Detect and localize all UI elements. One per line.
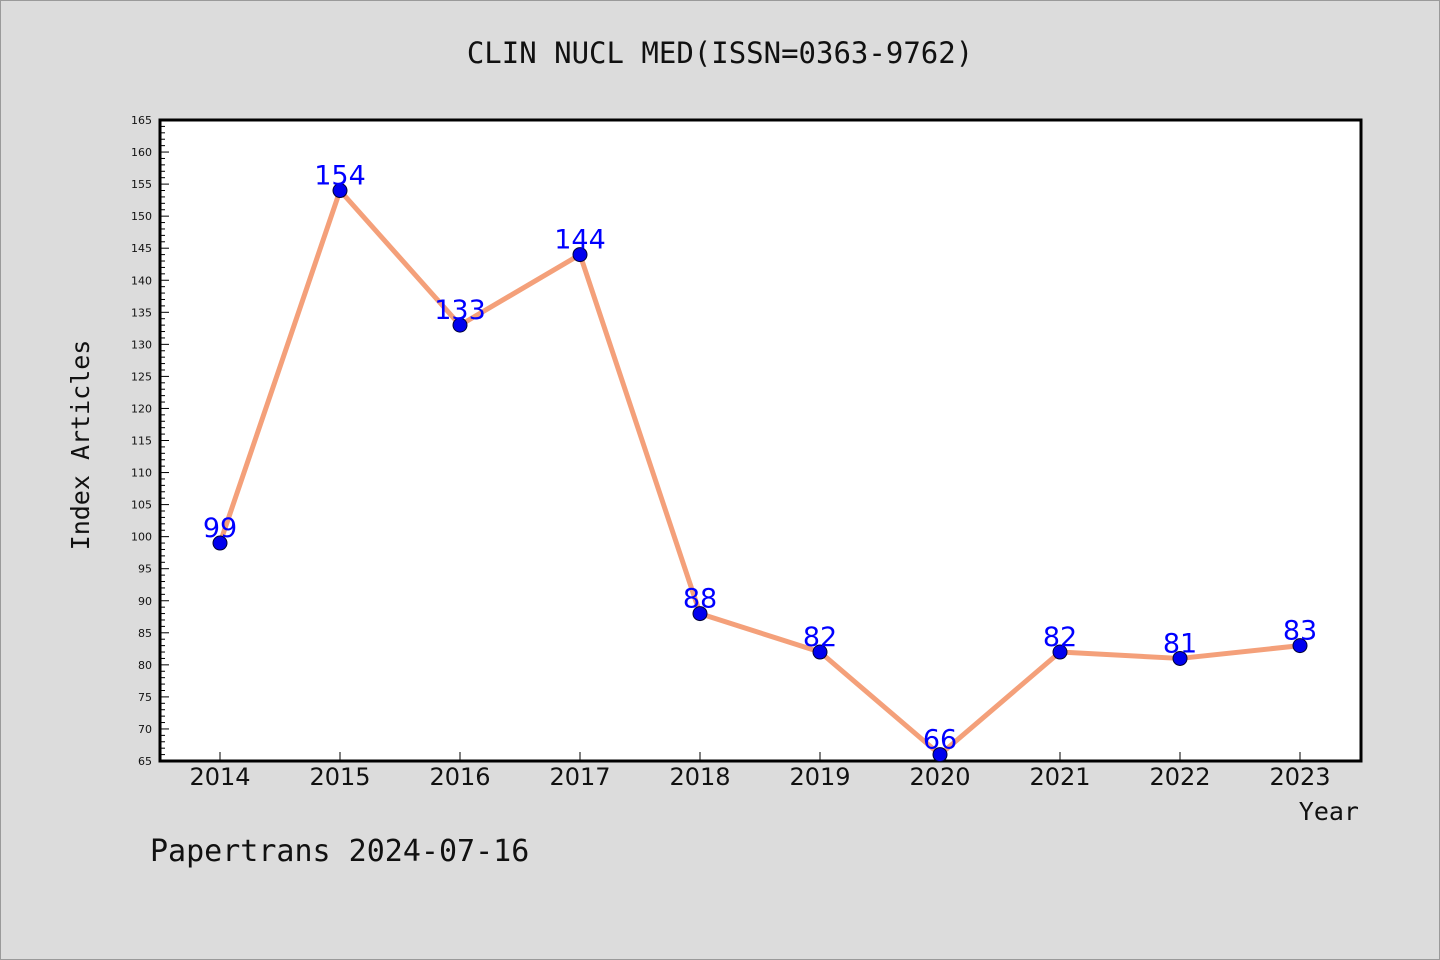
y-tick-label: 95 — [138, 563, 152, 576]
y-tick-label: 90 — [138, 595, 152, 608]
y-tick-label: 125 — [131, 370, 152, 383]
data-point — [332, 183, 348, 199]
y-tick-label: 70 — [138, 723, 152, 736]
y-tick-label: 110 — [131, 467, 152, 480]
y-axis-ticks: 65 70 75 80 85 90 95 100 105 110 115 120 125 130 135 14… — [131, 114, 169, 768]
data-point — [1052, 644, 1068, 660]
x-tick-label: 2018 — [669, 763, 730, 791]
data-label: 82 — [803, 622, 837, 653]
y-tick-label: 65 — [138, 755, 152, 768]
x-tick-label: 2014 — [189, 763, 250, 791]
y-tick-label: 155 — [131, 178, 152, 191]
series-line — [217, 188, 1303, 758]
data-label: 66 — [923, 725, 957, 756]
x-axis-label: Year — [1299, 797, 1359, 826]
y-tick-label: 85 — [138, 627, 152, 640]
plot-area — [158, 118, 1363, 763]
data-point — [212, 535, 228, 551]
data-label: 133 — [434, 295, 486, 326]
x-axis-ticks: 2014 2015 2016 2017 2018 2019 2020 2021 2022 2023 — [189, 752, 1331, 791]
data-label: 81 — [1163, 628, 1197, 659]
y-tick-label: 160 — [131, 146, 152, 159]
y-tick-label: 75 — [138, 691, 152, 704]
data-point — [572, 247, 588, 263]
x-tick-label: 2019 — [789, 763, 850, 791]
data-point — [1292, 638, 1308, 654]
y-tick-label: 135 — [131, 306, 152, 319]
y-tick-label: 105 — [131, 499, 152, 512]
y-tick-label: 130 — [131, 338, 152, 351]
data-label: 99 — [203, 513, 237, 544]
data-point — [812, 644, 828, 660]
x-tick-label: 2020 — [909, 763, 970, 791]
data-label: 82 — [1043, 622, 1077, 653]
chart-title: CLIN NUCL MED(ISSN=0363-9762) — [466, 36, 974, 70]
x-tick-label: 2023 — [1269, 763, 1330, 791]
data-label: 83 — [1283, 616, 1317, 647]
data-point — [692, 606, 708, 622]
y-tick-label: 115 — [131, 435, 152, 448]
y-tick-label: 145 — [131, 242, 152, 255]
y-tick-label: 120 — [131, 402, 152, 415]
y-axis-label: Index Articles — [66, 340, 95, 551]
data-label: 144 — [554, 225, 606, 256]
series-group: 99 154 133 144 88 82 66 82 81 83 — [203, 161, 1317, 763]
x-tick-label: 2017 — [549, 763, 610, 791]
data-point — [1172, 650, 1188, 666]
x-tick-label: 2022 — [1149, 763, 1210, 791]
data-point — [452, 317, 468, 333]
y-tick-label: 165 — [131, 114, 152, 127]
y-tick-label: 140 — [131, 274, 152, 287]
data-point — [932, 747, 948, 763]
data-label: 88 — [683, 584, 717, 615]
footer-credit: Papertrans 2024-07-16 — [150, 834, 530, 869]
x-tick-label: 2015 — [309, 763, 370, 791]
y-tick-label: 80 — [138, 659, 152, 672]
data-label: 154 — [314, 161, 366, 192]
y-tick-label: 100 — [131, 531, 152, 544]
x-tick-label: 2021 — [1029, 763, 1090, 791]
x-tick-label: 2016 — [429, 763, 490, 791]
y-tick-label: 150 — [131, 210, 152, 223]
